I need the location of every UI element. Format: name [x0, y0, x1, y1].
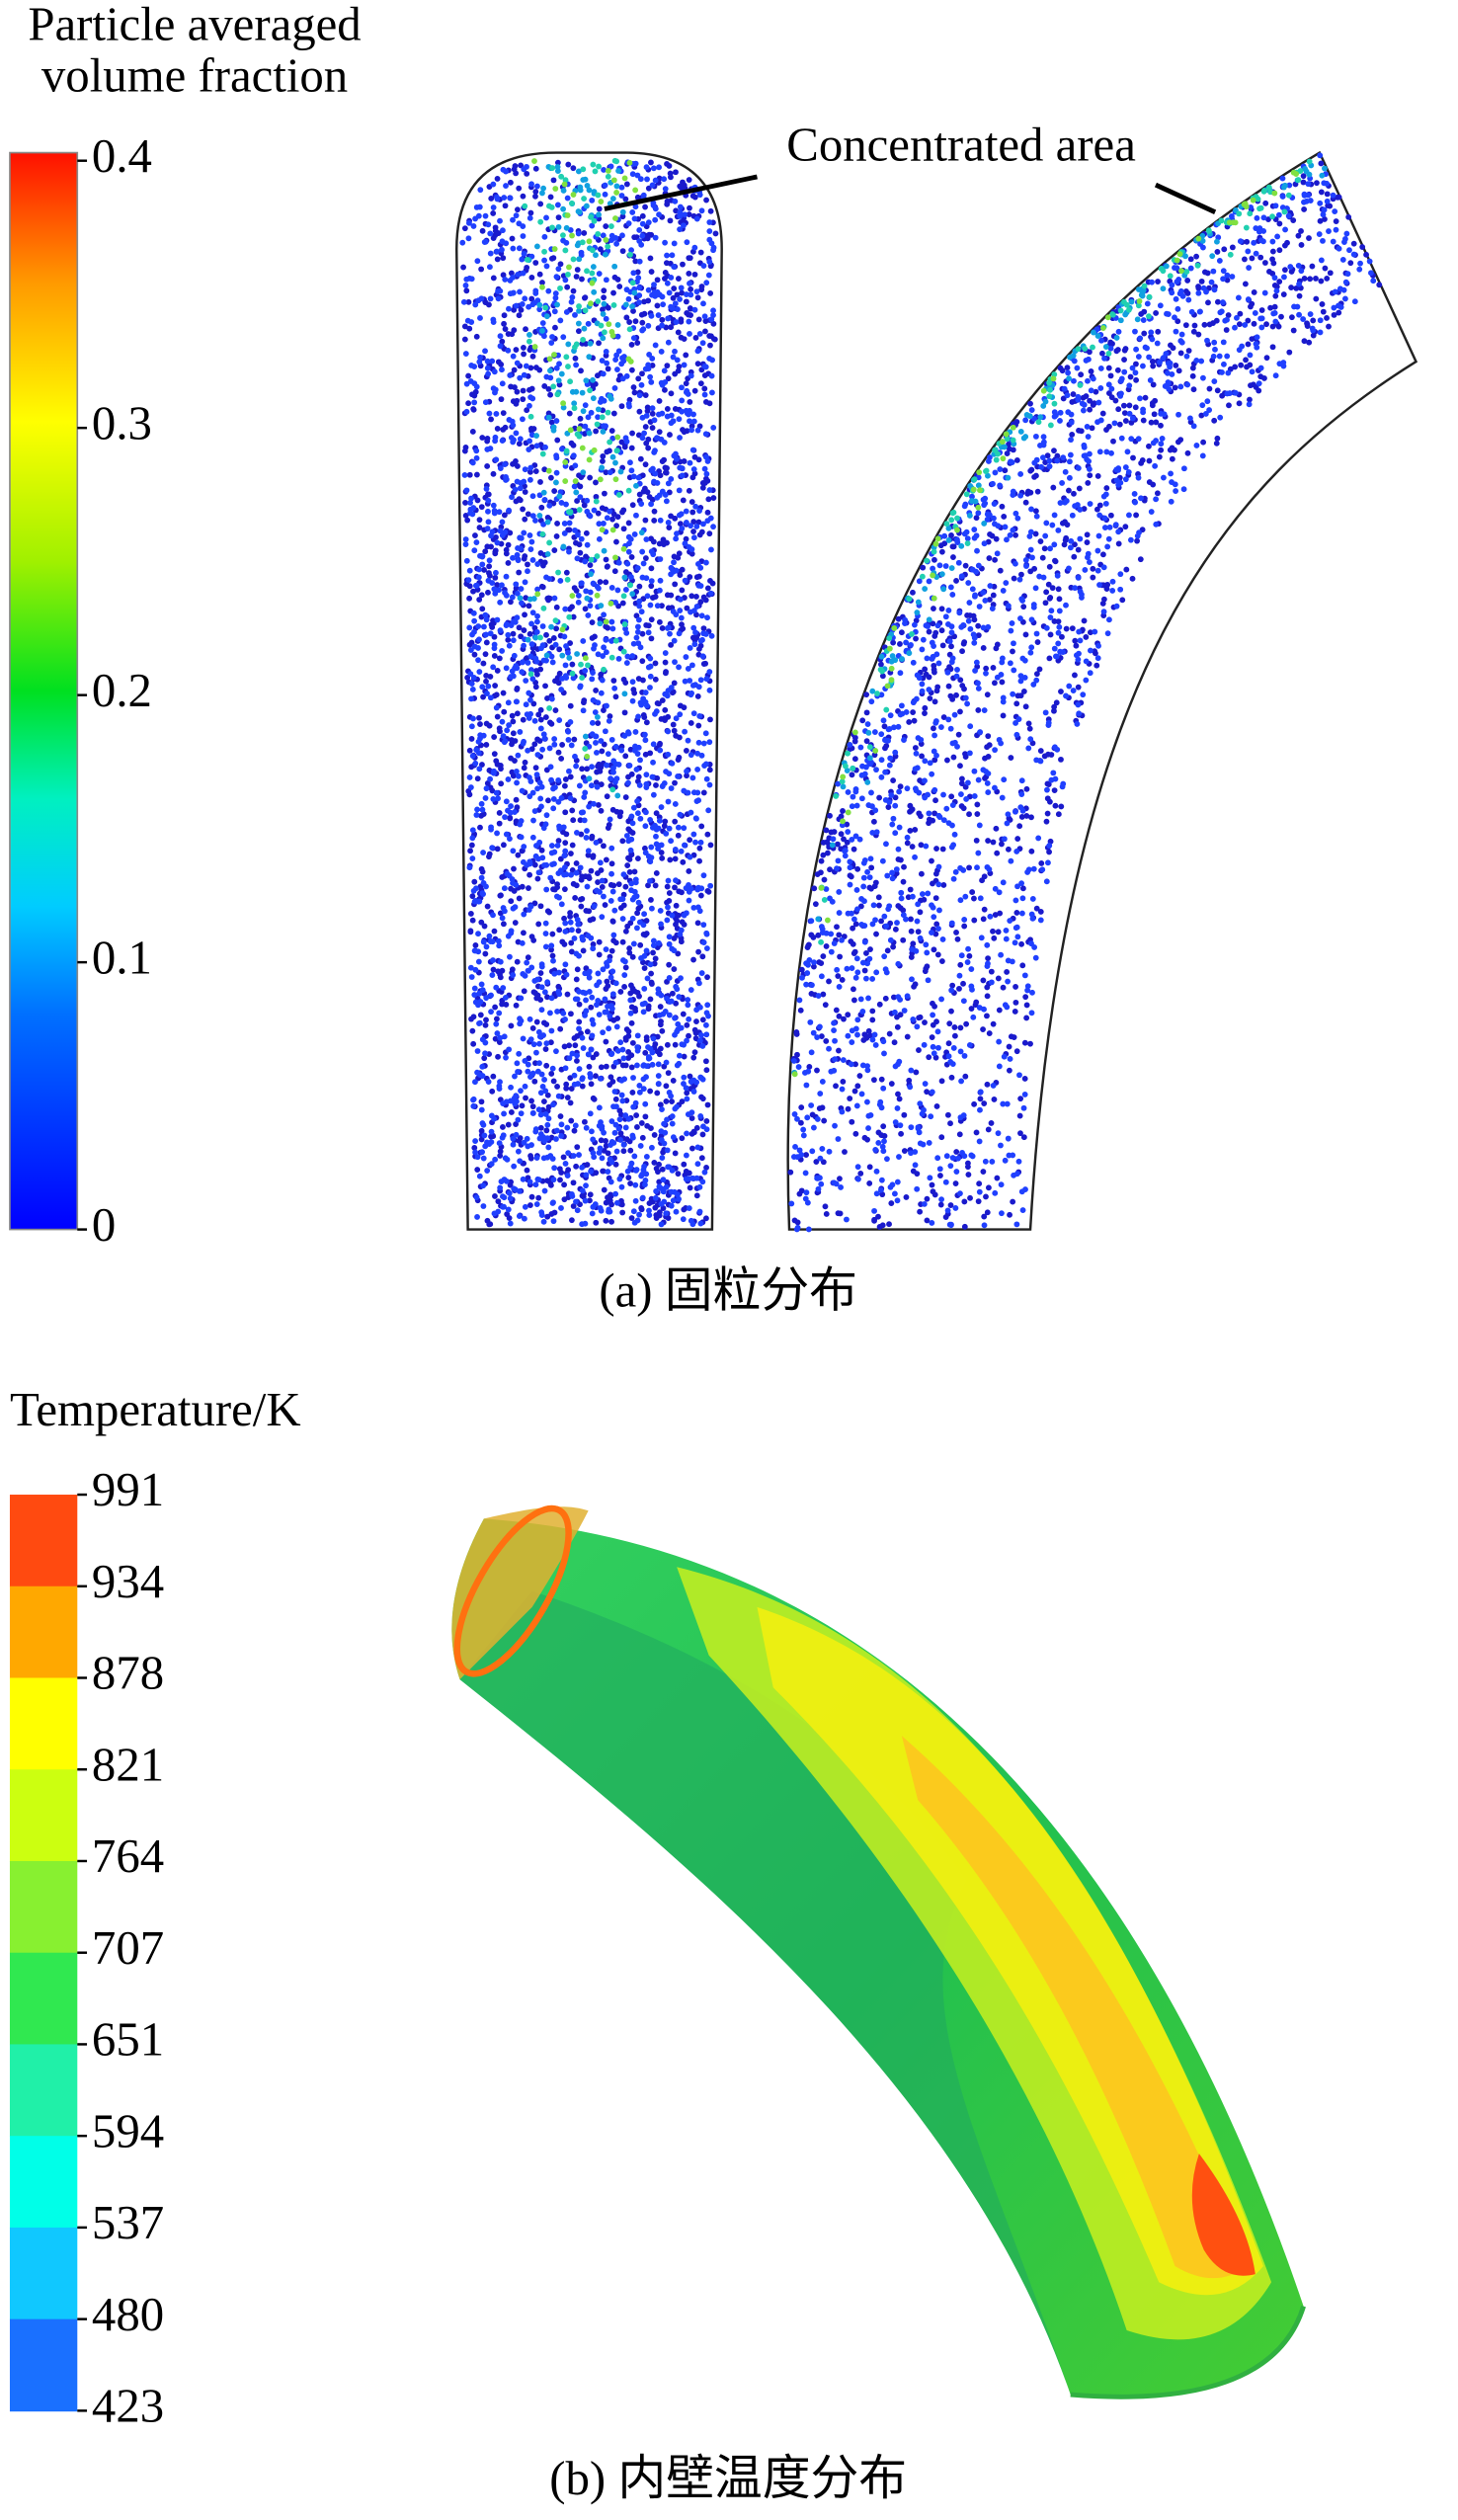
caption: (b) 内壁温度分布 — [549, 2452, 907, 2505]
annotation-line — [1154, 182, 1217, 214]
bent-pipe — [786, 150, 1418, 1231]
legend-tick-label: 0.1 — [92, 931, 152, 984]
legend-band — [9, 1585, 78, 1679]
legend-tick-label: 651 — [92, 2013, 164, 2067]
legend-tick-label: 821 — [92, 1738, 164, 1791]
legend-band — [9, 1769, 78, 1862]
legend-tick-label: 764 — [92, 1829, 164, 1883]
legend-band — [9, 2044, 78, 2137]
legend-tick-label: 423 — [92, 2380, 164, 2433]
legend-title: Particle averaged — [28, 0, 361, 50]
annotation: Concentrated area — [786, 119, 1136, 172]
legend-tick-label: 0.2 — [92, 664, 152, 717]
legend-title: Temperature/K — [10, 1383, 301, 1436]
particles — [531, 158, 1300, 1078]
legend-tick-label: 0.3 — [92, 396, 152, 449]
legend-band — [9, 2227, 78, 2320]
legend-band — [9, 2318, 78, 2412]
legend-title: volume fraction — [41, 49, 348, 103]
legend-band — [9, 1952, 78, 2046]
legend-tick-label: 0 — [92, 1198, 116, 1252]
pipe-3d — [451, 1504, 1306, 2399]
annotation-line — [604, 174, 758, 211]
legend-tick-label: 878 — [92, 1647, 164, 1700]
legend-tick-label: 0.4 — [92, 129, 152, 183]
colorbar — [9, 151, 79, 1231]
legend-tick-label: 707 — [92, 1921, 164, 1975]
legend-band — [9, 2136, 78, 2229]
legend-band — [9, 1495, 78, 1587]
legend-tick-label: 594 — [92, 2104, 164, 2157]
legend-tick-label: 480 — [92, 2288, 164, 2341]
particles — [460, 159, 1383, 1230]
caption: (a) 固粒分布 — [599, 1263, 857, 1317]
legend-tick-label: 934 — [92, 1555, 164, 1608]
legend-band — [9, 1860, 78, 1954]
legend-tick-label: 991 — [92, 1463, 164, 1516]
legend-band — [9, 1677, 78, 1771]
legend-tick-label: 537 — [92, 2196, 164, 2249]
